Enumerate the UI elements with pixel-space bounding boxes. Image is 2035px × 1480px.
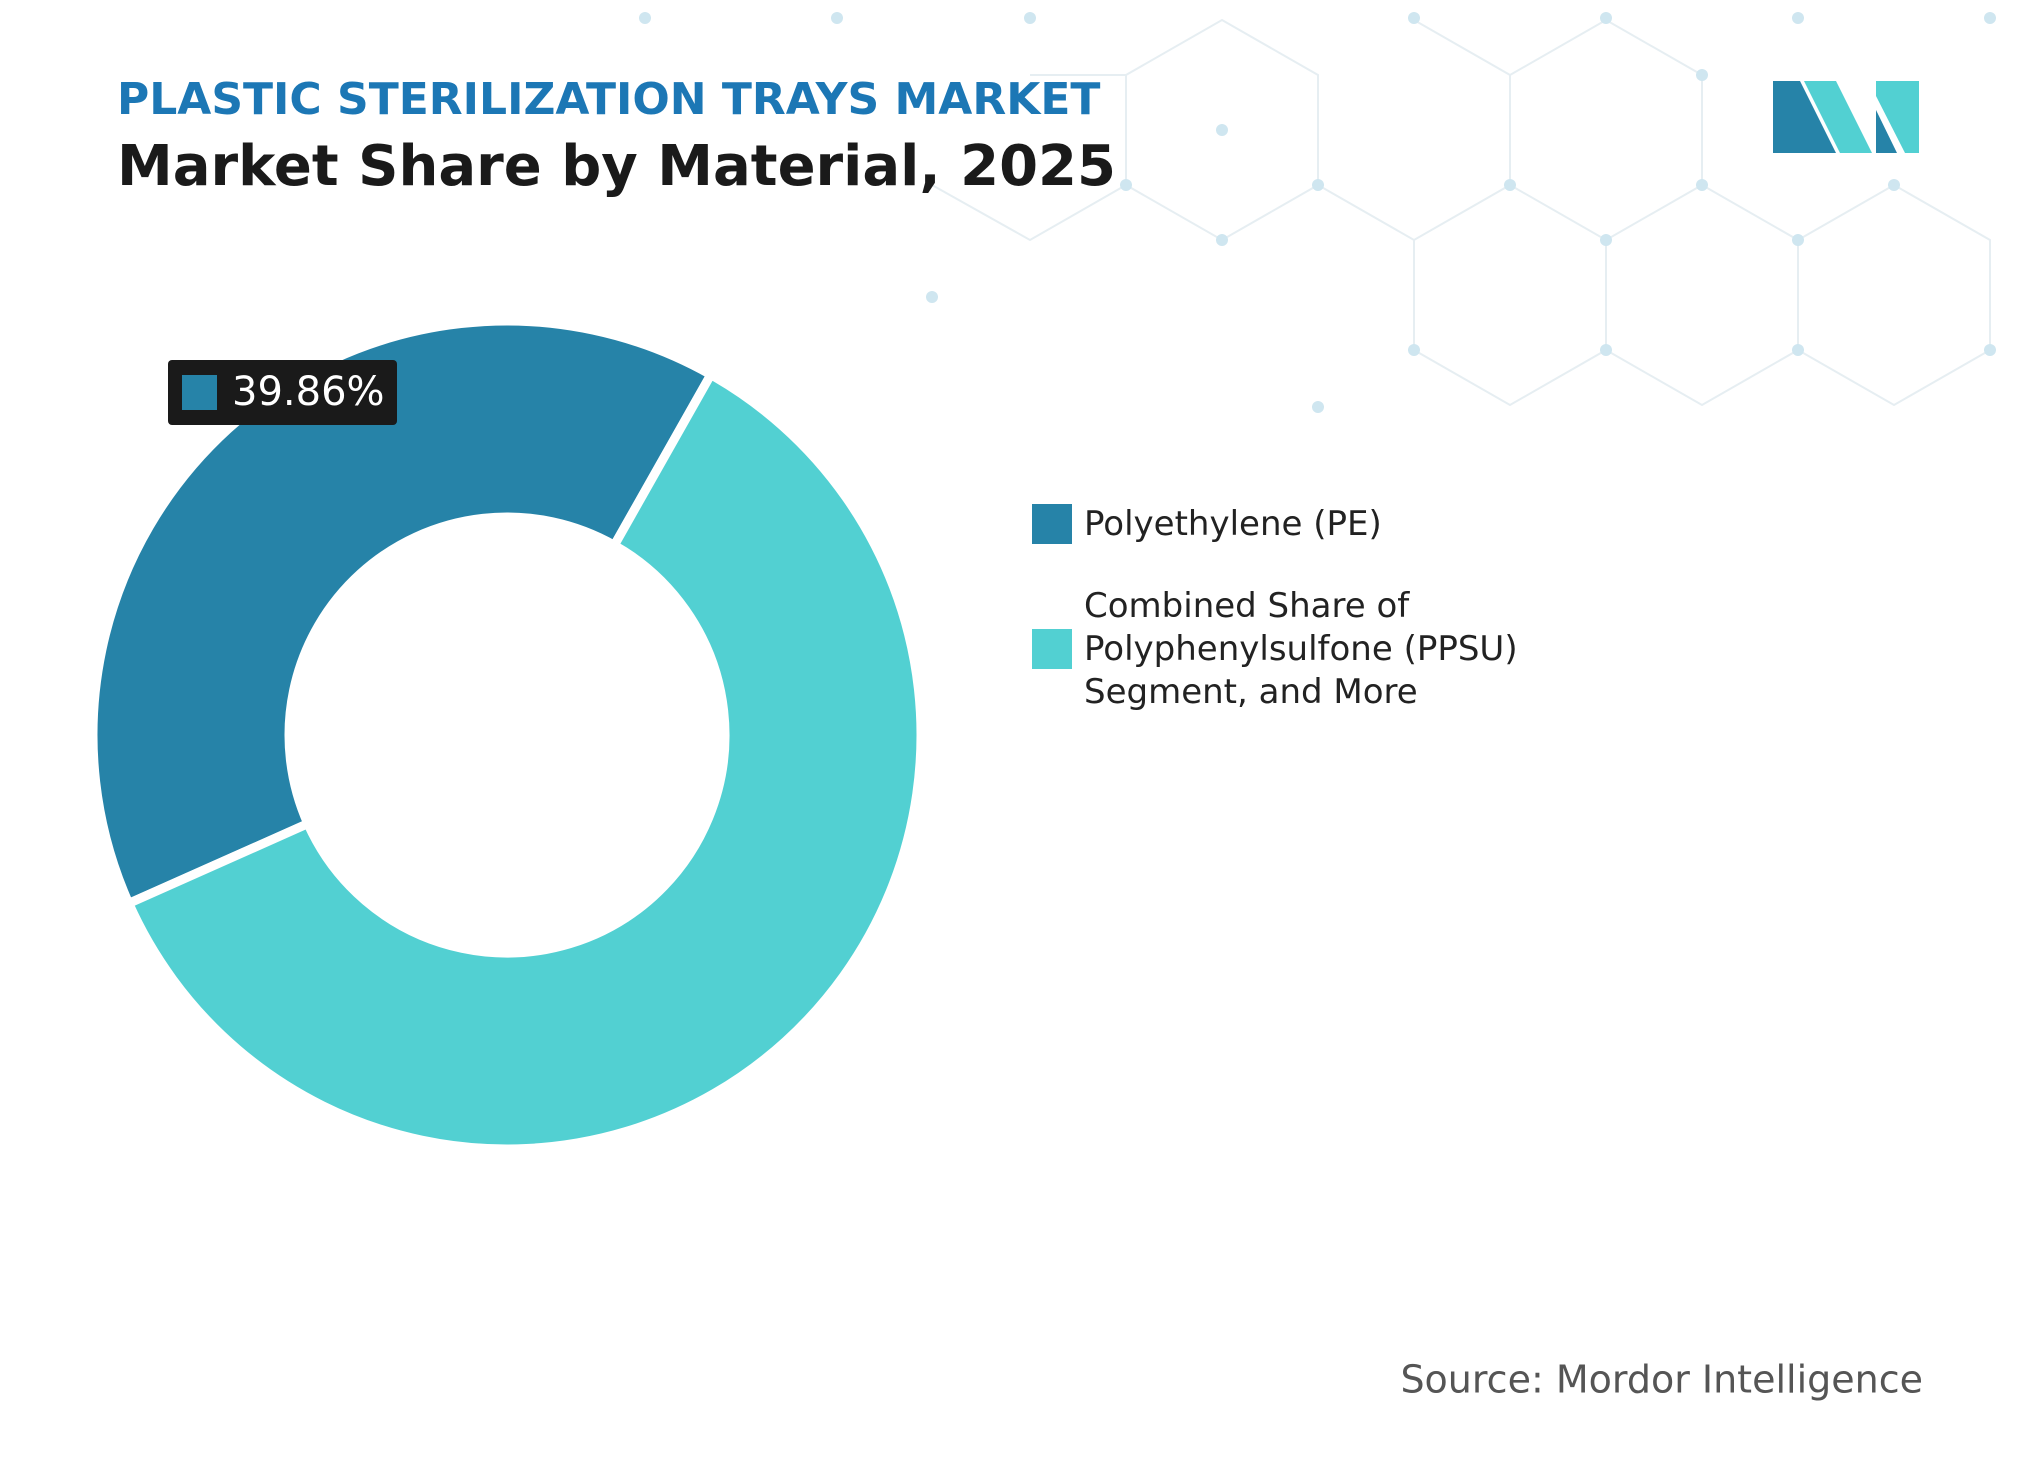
background-dots — [639, 12, 1996, 413]
legend-label: Combined Share of Polyphenylsulfone (PPS… — [1084, 585, 1518, 712]
legend-swatch — [1032, 629, 1072, 669]
chart-title: PLASTIC STERILIZATION TRAYS MARKET — [117, 74, 1100, 125]
value-label-swatch — [182, 375, 217, 410]
chart-subtitle: Market Share by Material, 2025 — [117, 134, 1116, 199]
value-label: 39.86% — [232, 369, 385, 415]
legend-entry: Combined Share of Polyphenylsulfone (PPS… — [1032, 585, 1554, 714]
logo — [1773, 81, 1919, 153]
donut-slice — [122, 368, 926, 1154]
donut — [88, 316, 926, 1154]
legend-label: Polyethylene (PE) — [1084, 503, 1382, 544]
value-label-box — [168, 360, 397, 425]
donut-slice — [88, 316, 717, 910]
source: Source: Mordor Intelligence — [1400, 1358, 1923, 1402]
legend-swatch — [1032, 504, 1072, 544]
legend-entry: Polyethylene (PE) — [1032, 503, 1554, 546]
